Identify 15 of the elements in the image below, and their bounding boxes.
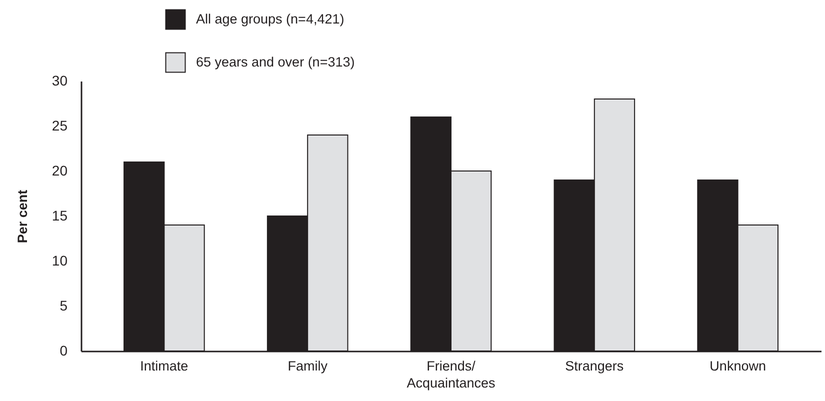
y-axis-title: Per cent bbox=[14, 189, 30, 244]
y-tick-label: 25 bbox=[52, 118, 68, 134]
x-tick-label: Unknown bbox=[710, 358, 766, 374]
x-tick-label: Strangers bbox=[565, 358, 624, 374]
y-tick-label: 5 bbox=[60, 298, 68, 314]
y-tick-label: 0 bbox=[60, 342, 68, 358]
y-tick-label: 20 bbox=[52, 162, 68, 178]
x-tick-label: Family bbox=[288, 358, 328, 374]
y-tick-label: 30 bbox=[52, 72, 68, 88]
legend-label: All age groups (n=4,421) bbox=[196, 12, 344, 26]
y-tick-label: 10 bbox=[52, 252, 68, 268]
legend-label: 65 years and over (n=313) bbox=[196, 54, 355, 70]
y-tick-label: 15 bbox=[52, 208, 68, 224]
x-tick-label: Intimate bbox=[140, 358, 188, 374]
x-tick-label: Friends/ Acquaintances bbox=[406, 358, 496, 390]
